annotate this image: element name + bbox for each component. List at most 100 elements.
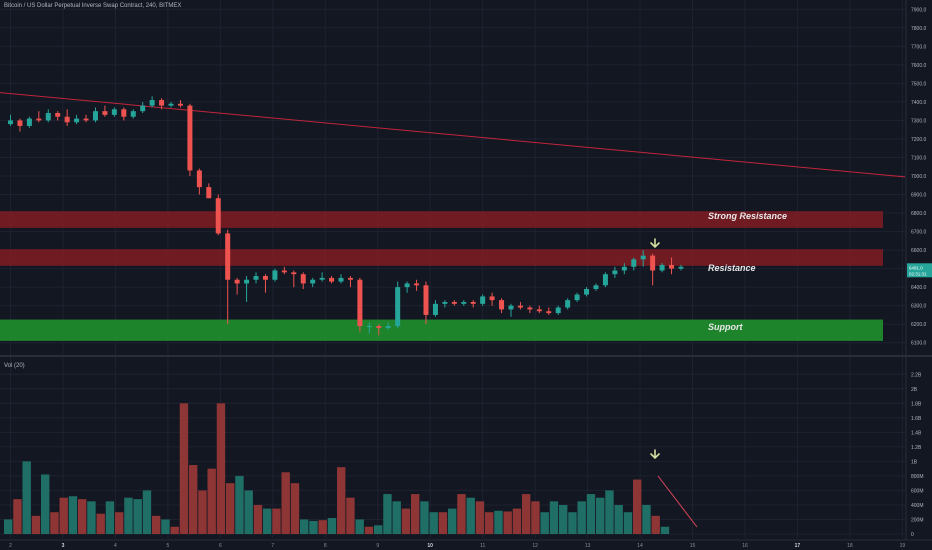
candle-body[interactable] (584, 289, 590, 295)
candle-body[interactable] (593, 285, 599, 290)
candle-body[interactable] (130, 111, 136, 117)
candle-body[interactable] (546, 311, 552, 314)
candle-body[interactable] (432, 303, 438, 315)
candle-body[interactable] (17, 120, 23, 126)
volume-bar[interactable] (438, 512, 448, 534)
volume-bar[interactable] (374, 525, 383, 534)
volume-bar[interactable] (50, 512, 59, 534)
volume-bar[interactable] (531, 501, 540, 534)
candle-body[interactable] (451, 301, 457, 304)
candle-body[interactable] (640, 255, 646, 260)
volume-trendline[interactable] (657, 475, 698, 528)
candle-body[interactable] (574, 294, 580, 301)
volume-bar[interactable] (642, 504, 651, 534)
candle-body[interactable] (225, 233, 231, 280)
candle-body[interactable] (206, 187, 212, 199)
volume-bar[interactable] (568, 512, 577, 534)
volume-bar[interactable] (364, 526, 374, 534)
volume-bar[interactable] (420, 501, 429, 534)
volume-bar[interactable] (429, 512, 438, 534)
zone-support[interactable] (0, 319, 883, 341)
candle-body[interactable] (102, 111, 108, 115)
volume-bar[interactable] (207, 468, 216, 534)
candle-body[interactable] (508, 305, 514, 310)
zone-resistance[interactable] (0, 249, 883, 266)
volume-bar[interactable] (401, 508, 411, 534)
volume-bar[interactable] (244, 490, 253, 534)
candle-body[interactable] (650, 255, 656, 271)
candle-body[interactable] (395, 287, 401, 327)
volume-bar[interactable] (614, 504, 623, 534)
candle-body[interactable] (612, 270, 618, 275)
volume-bar[interactable] (13, 499, 22, 534)
candle-body[interactable] (168, 103, 174, 106)
candle-body[interactable] (517, 305, 523, 308)
candle-body[interactable] (536, 309, 542, 312)
trendline[interactable] (0, 92, 906, 178)
volume-bar[interactable] (170, 526, 179, 534)
candle-body[interactable] (555, 307, 561, 314)
volume-bar[interactable] (466, 497, 475, 534)
candle-body[interactable] (234, 279, 240, 284)
candle-body[interactable] (338, 277, 344, 282)
volume-bar[interactable] (235, 475, 244, 534)
volume-bar[interactable] (309, 520, 318, 534)
volume-bar[interactable] (494, 510, 503, 534)
volume-bar[interactable] (660, 526, 670, 534)
volume-bar[interactable] (605, 490, 614, 534)
candle-body[interactable] (281, 270, 287, 273)
volume-bar[interactable] (475, 501, 485, 534)
candle-body[interactable] (36, 118, 42, 121)
candle-body[interactable] (442, 301, 448, 304)
candle-body[interactable] (489, 296, 495, 301)
candle-body[interactable] (272, 270, 278, 280)
volume-bar[interactable] (133, 499, 142, 534)
volume-bar[interactable] (623, 512, 633, 534)
volume-bar[interactable] (549, 501, 559, 534)
volume-bar[interactable] (96, 513, 105, 534)
candle-body[interactable] (215, 198, 221, 234)
volume-bar[interactable] (59, 497, 68, 534)
volume-bar[interactable] (411, 494, 420, 534)
candle-body[interactable] (565, 300, 571, 308)
candle-body[interactable] (404, 283, 410, 288)
volume-bar[interactable] (559, 504, 568, 534)
volume-bar[interactable] (503, 511, 512, 534)
volume-bar[interactable] (651, 515, 660, 534)
volume-bar[interactable] (327, 518, 337, 534)
zone-strong-resistance[interactable] (0, 211, 883, 228)
volume-bar[interactable] (263, 508, 272, 534)
volume-bar[interactable] (272, 508, 281, 534)
candle-body[interactable] (121, 109, 127, 117)
candle-body[interactable] (414, 283, 420, 286)
candle-body[interactable] (310, 279, 316, 284)
candle-body[interactable] (262, 276, 268, 280)
candle-body[interactable] (55, 113, 61, 117)
volume-bar[interactable] (216, 403, 226, 534)
candle-body[interactable] (26, 118, 32, 126)
candle-body[interactable] (187, 105, 193, 171)
volume-bar[interactable] (318, 520, 327, 534)
candle-body[interactable] (74, 118, 80, 123)
candle-body[interactable] (64, 116, 70, 123)
candle-body[interactable] (659, 264, 665, 271)
candle-body[interactable] (149, 100, 155, 106)
candle-body[interactable] (7, 120, 13, 125)
candle-body[interactable] (300, 274, 306, 284)
volume-bar[interactable] (179, 403, 189, 534)
volume-bar[interactable] (485, 512, 494, 534)
candle-body[interactable] (347, 277, 353, 280)
candle-body[interactable] (461, 301, 467, 304)
candle-body[interactable] (480, 296, 486, 304)
volume-bar[interactable] (281, 472, 290, 534)
volume-bar[interactable] (87, 501, 96, 534)
candle-body[interactable] (423, 285, 429, 315)
volume-bar[interactable] (633, 479, 642, 534)
candle-body[interactable] (111, 109, 117, 115)
candle-body[interactable] (92, 111, 98, 121)
candle-body[interactable] (319, 277, 325, 280)
candle-body[interactable] (669, 264, 675, 269)
volume-bar[interactable] (355, 519, 364, 534)
volume-bar[interactable] (161, 519, 170, 534)
candle-body[interactable] (45, 113, 51, 121)
